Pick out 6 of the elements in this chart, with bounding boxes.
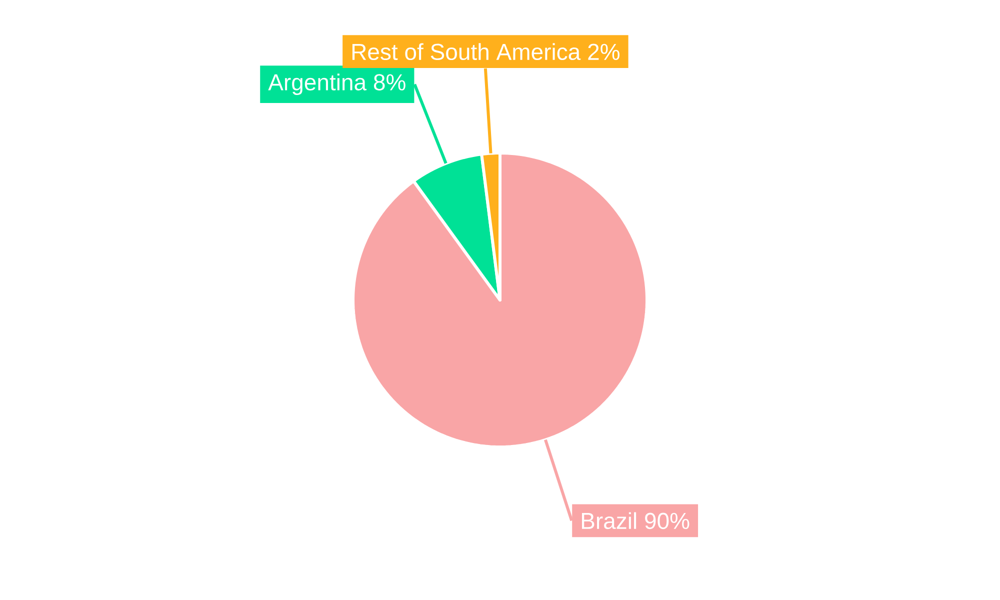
data-label: 2% bbox=[588, 44, 620, 60]
data-label: 8% bbox=[374, 74, 406, 90]
data-label: 90% bbox=[645, 512, 690, 530]
slice-label: Rest of South America bbox=[352, 43, 581, 60]
slice-label: Argentina bbox=[268, 74, 367, 95]
slice-label: Brazil bbox=[582, 512, 636, 530]
